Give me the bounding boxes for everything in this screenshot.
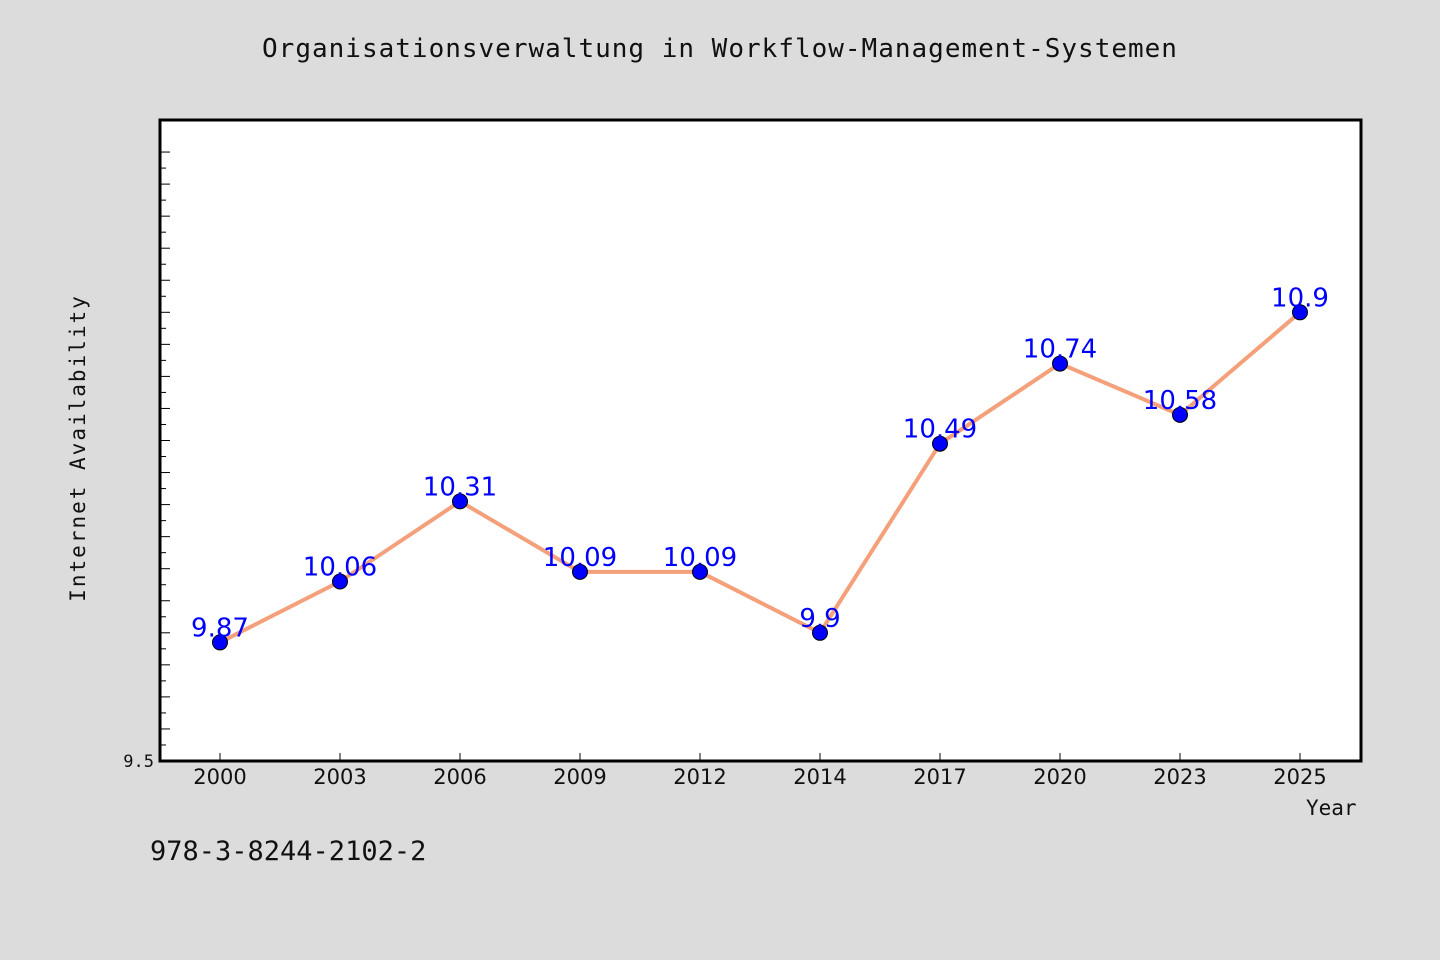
x-tick-label: 2009	[553, 765, 606, 789]
data-point	[932, 435, 948, 452]
data-label: 10.9	[1271, 283, 1329, 313]
data-label: 10.31	[423, 472, 497, 502]
isbn-text: 978-3-8244-2102-2	[150, 836, 427, 867]
x-tick-label: 2025	[1273, 765, 1326, 789]
x-tick-label: 2020	[1033, 765, 1086, 789]
x-tick-label: 2014	[793, 765, 846, 789]
data-point	[1052, 355, 1068, 372]
data-label: 9.9	[799, 604, 840, 634]
x-tick-label: 2006	[433, 765, 486, 789]
y-tick-label: 9.5	[123, 752, 154, 772]
x-tick-label: 2023	[1153, 765, 1206, 789]
plot-area	[160, 120, 1361, 761]
data-label: 10.09	[543, 543, 617, 573]
series-line	[219, 310, 1302, 645]
data-label: 10.58	[1143, 386, 1217, 416]
data-label: 10.74	[1023, 335, 1097, 365]
data-point	[452, 493, 468, 510]
chart-title: Organisationsverwaltung in Workflow-Mana…	[262, 34, 1178, 64]
x-tick-label: 2012	[673, 765, 726, 789]
plot-frame	[158, 118, 1363, 763]
data-label: 10.49	[903, 415, 977, 445]
x-tick-label: 2003	[313, 765, 366, 789]
x-axis-label: Year	[1306, 796, 1357, 820]
data-point	[212, 634, 228, 651]
data-point	[1172, 406, 1188, 423]
data-point	[692, 563, 708, 580]
data-point	[332, 573, 348, 590]
data-point	[572, 563, 588, 580]
data-label: 9.87	[191, 613, 249, 643]
x-tick-label: 2017	[913, 765, 966, 789]
x-tick-label: 2000	[193, 765, 246, 789]
data-label: 10.06	[303, 553, 377, 583]
data-point	[1292, 304, 1308, 321]
data-label: 10.09	[663, 543, 737, 573]
data-point	[812, 624, 828, 641]
